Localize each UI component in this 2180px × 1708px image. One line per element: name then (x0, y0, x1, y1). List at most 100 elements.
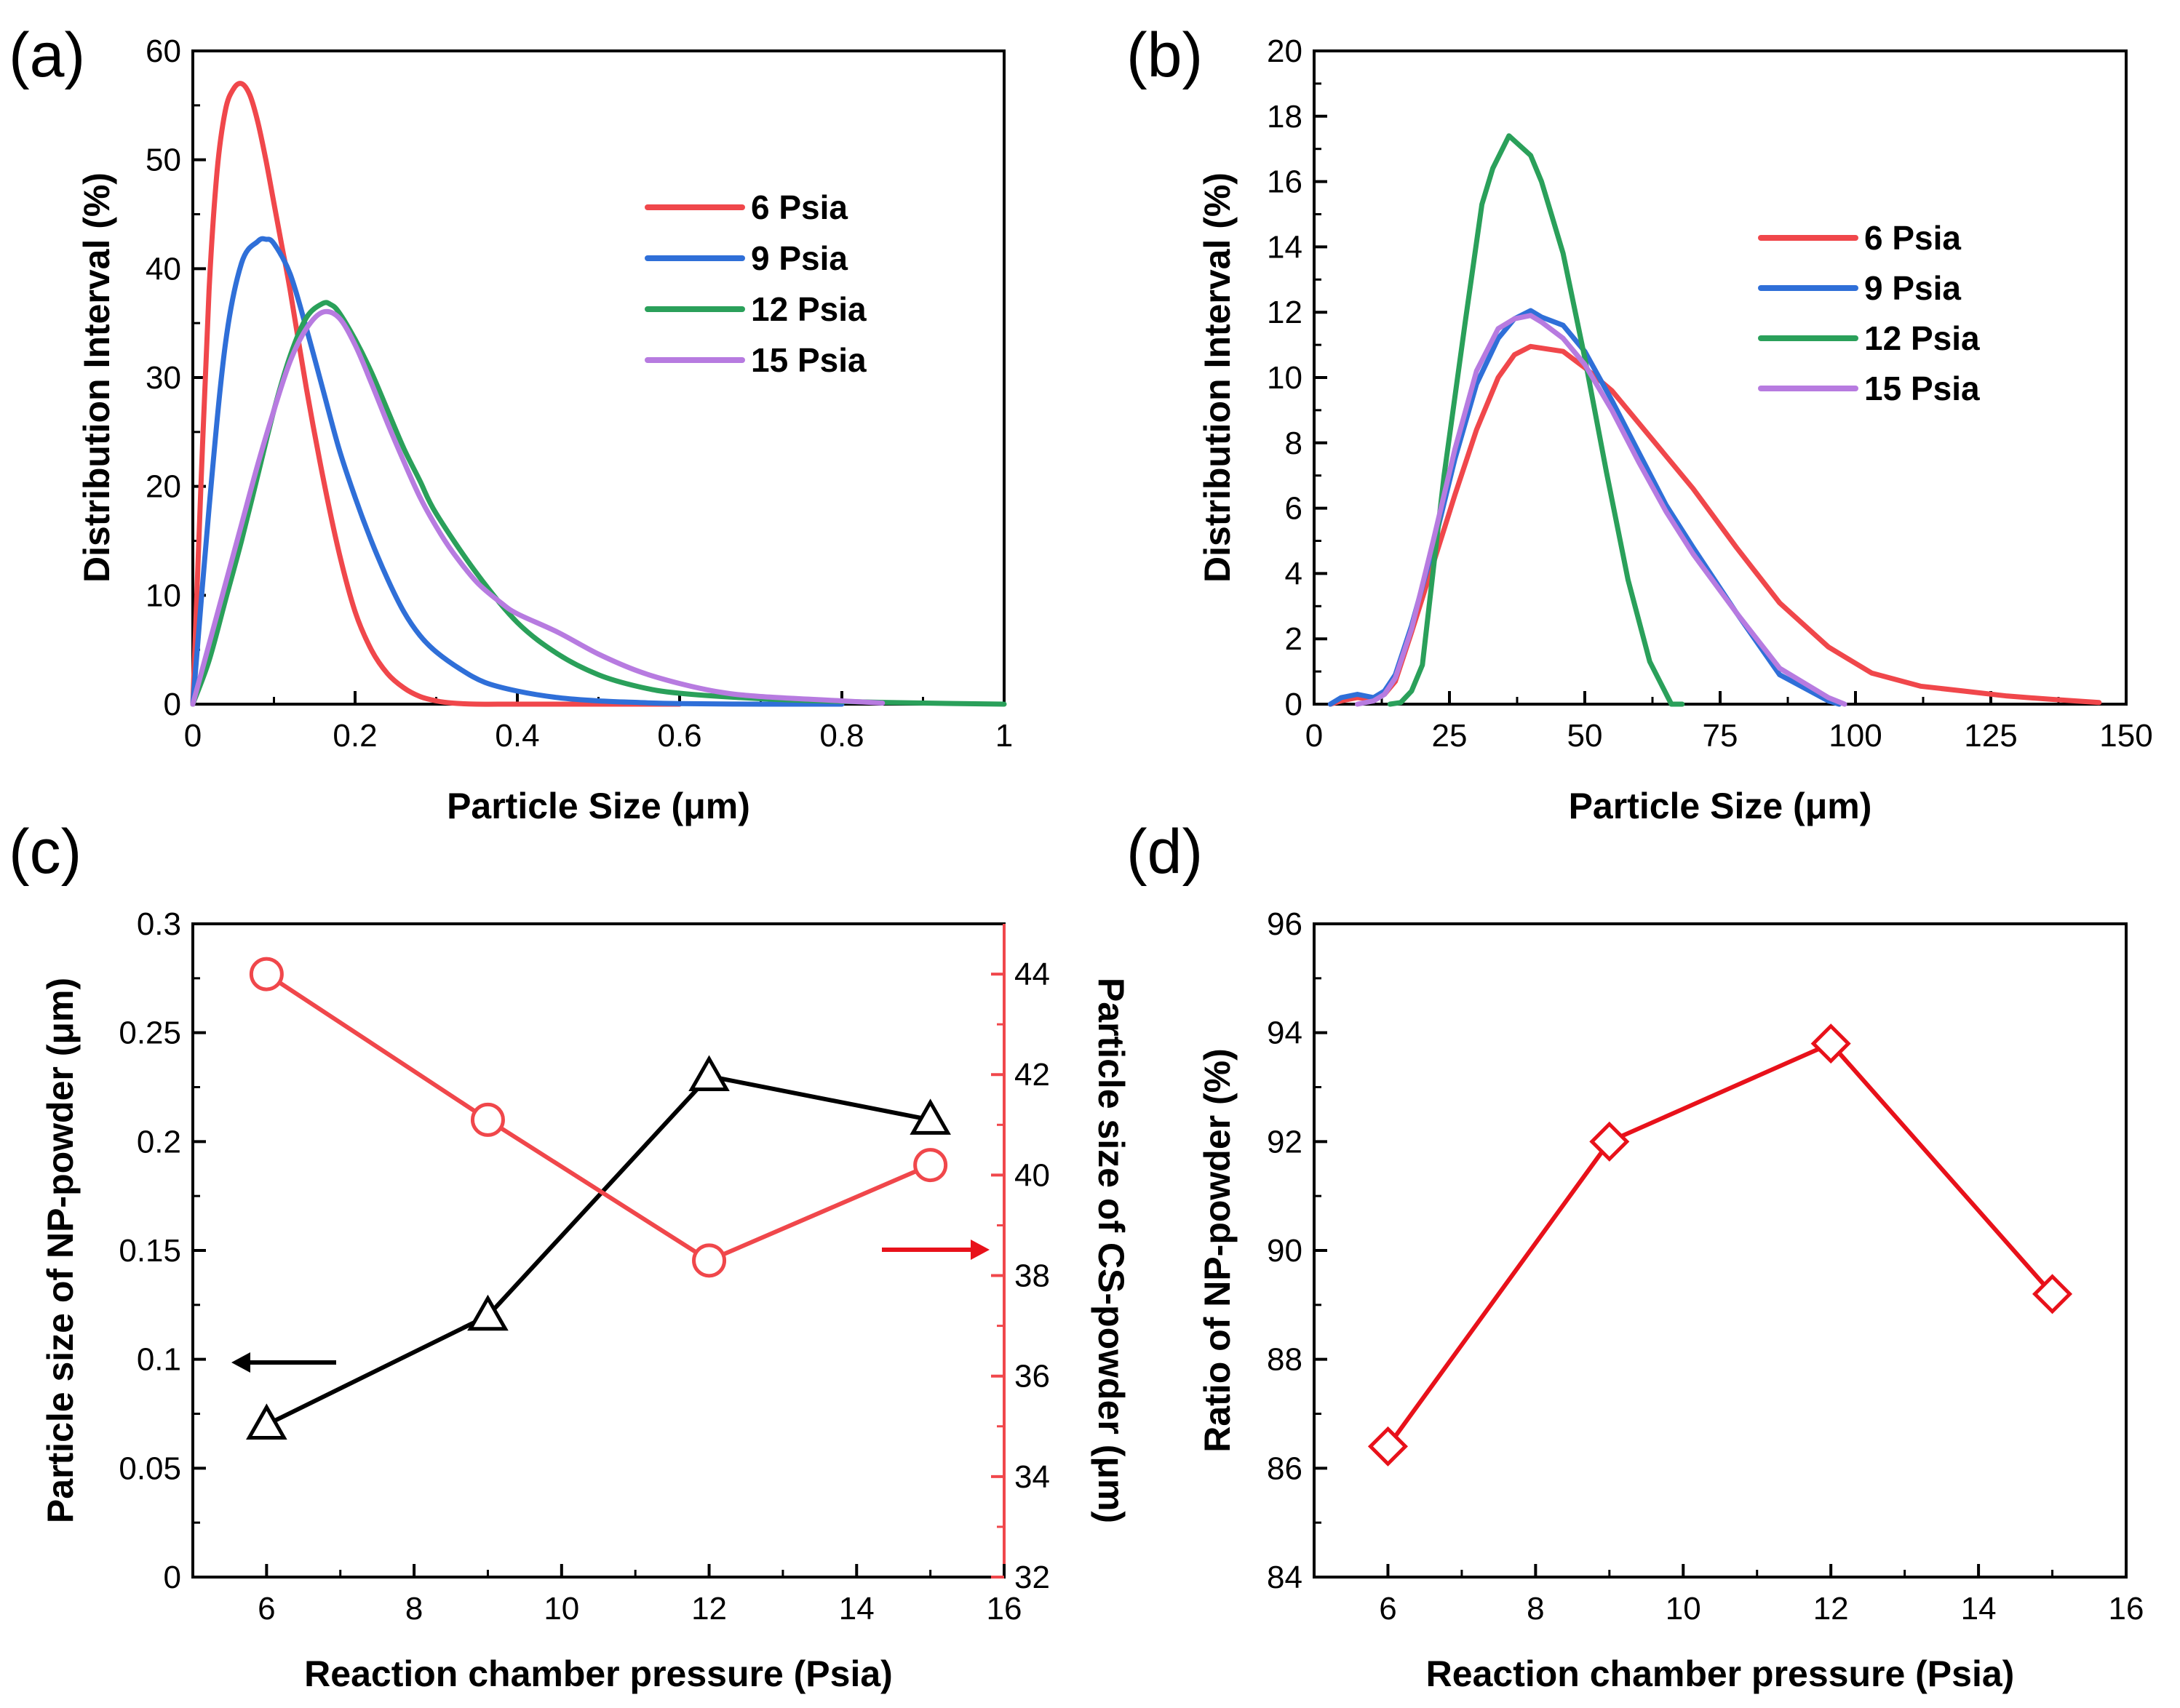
x-tick-label: 100 (1829, 718, 1882, 754)
y-right-tick-label: 32 (1014, 1560, 1050, 1595)
x-tick-label: 25 (1432, 718, 1468, 754)
panel-c: (c) 6 8 10 12 14 16 0 0.05 0.1 0.15 0.2 0.25 0.3 32 34 3… (9, 817, 1131, 1694)
x-tick-label: 6 (258, 1591, 275, 1627)
plot-frame (1313, 922, 2128, 1579)
panel-letter: (c) (9, 817, 81, 887)
y-tick-label: 0.2 (137, 1124, 181, 1160)
series-line-15-psia (1355, 313, 1847, 707)
plot-frame (1313, 49, 2128, 706)
x-tick-label: 10 (544, 1591, 579, 1627)
y-right-axis-title: Particle size of CS-powder (μm) (1091, 978, 1131, 1523)
y-tick-label: 0.25 (119, 1015, 181, 1051)
x-tick-label: 16 (987, 1591, 1022, 1627)
y-axis-title: Ratio of NP-powder (%) (1197, 1048, 1238, 1453)
x-tick-label: 50 (1567, 718, 1603, 754)
data-point-diamond (1367, 1426, 1408, 1466)
x-tick-label: 0.2 (333, 718, 377, 754)
y-tick-label: 0.05 (119, 1450, 181, 1486)
y-tick-label: 84 (1267, 1560, 1302, 1595)
x-tick-label: 0.4 (495, 718, 539, 754)
series-line-9-psia (190, 236, 845, 707)
data-point-diamond (2032, 1274, 2073, 1314)
y-tick-label: 0 (164, 1560, 181, 1595)
series-line-6-psia (190, 81, 683, 707)
y-tick-label: 60 (146, 33, 181, 69)
legend-label: 15 Psia (1864, 370, 1980, 407)
data-point-circle (470, 1102, 505, 1137)
x-tick-label: 8 (1527, 1591, 1544, 1627)
y-axis-title: Distribution Interval (%) (1197, 172, 1238, 583)
panel-letter: (d) (1126, 817, 1203, 887)
y-tick-label: 10 (1267, 360, 1302, 396)
y-tick-label: 18 (1267, 99, 1302, 135)
x-tick-label: 12 (1813, 1591, 1849, 1627)
y-tick-label: 14 (1267, 229, 1302, 265)
y-tick-label: 2 (1285, 621, 1302, 657)
legend-label: 15 Psia (751, 341, 867, 379)
legend-label: 12 Psia (1864, 319, 1980, 357)
data-point-circle (249, 957, 284, 991)
y-tick-label: 92 (1267, 1124, 1302, 1160)
x-axis-title: Reaction chamber pressure (Psia) (1426, 1653, 2015, 1694)
legend-label: 6 Psia (751, 188, 848, 226)
series-line-np-powder (266, 1074, 931, 1427)
y-right-tick-label: 38 (1014, 1258, 1050, 1294)
x-tick-label: 10 (1666, 1591, 1701, 1627)
x-axis-title: Particle Size (μm) (1569, 786, 1872, 826)
series-line-6-psia (1327, 343, 2102, 707)
legend-label: 9 Psia (751, 239, 848, 277)
x-tick-label: 8 (405, 1591, 423, 1627)
x-tick-label: 0.8 (819, 718, 864, 754)
x-tick-label: 0.6 (657, 718, 701, 754)
y-tick-label: 20 (146, 469, 181, 505)
panel-d: (d) 6 8 10 12 14 16 84 86 88 90 92 94 96 Reaction cham… (1126, 817, 2144, 1694)
y-tick-label: 50 (146, 143, 181, 178)
plot-frame (191, 49, 1006, 706)
data-point-triangle (910, 1098, 951, 1135)
y-tick-label: 86 (1267, 1450, 1302, 1486)
x-tick-label: 150 (2099, 718, 2152, 754)
y-right-tick-label: 44 (1014, 957, 1050, 992)
y-axis-title: Distribution Interval (%) (76, 172, 117, 583)
y-tick-label: 90 (1267, 1233, 1302, 1269)
x-tick-label: 0 (1305, 718, 1323, 754)
y-tick-label: 10 (146, 578, 181, 613)
y-tick-label: 16 (1267, 164, 1302, 200)
arrow-left-head (231, 1352, 250, 1373)
arrow-right-head (971, 1240, 990, 1260)
series-line-12-psia (1387, 133, 1685, 707)
data-point-triangle (688, 1055, 730, 1092)
legend-label: 9 Psia (1864, 269, 1961, 307)
x-tick-label: 16 (2109, 1591, 2144, 1627)
panel-letter: (b) (1126, 20, 1203, 90)
y-right-tick-label: 34 (1014, 1459, 1050, 1495)
x-tick-label: 0 (184, 718, 202, 754)
y-right-tick-label: 42 (1014, 1057, 1050, 1093)
series-line-12-psia (190, 300, 1007, 707)
y-tick-label: 12 (1267, 295, 1302, 330)
y-tick-label: 4 (1285, 556, 1302, 591)
data-point-circle (692, 1243, 727, 1278)
x-tick-label: 14 (839, 1591, 875, 1627)
x-axis-title: Particle Size (μm) (447, 786, 750, 826)
y-tick-label: 88 (1267, 1342, 1302, 1378)
panel-b: (b) 0 25 50 75 100 125 150 0 2 4 6 8 10 12 14 16 18 20 Part… (1126, 20, 2153, 826)
y-tick-label: 0.1 (137, 1342, 181, 1378)
y-tick-label: 96 (1267, 906, 1302, 942)
x-tick-label: 12 (691, 1591, 727, 1627)
data-point-triangle (246, 1403, 287, 1440)
data-point-circle (913, 1148, 948, 1183)
data-point-triangle (467, 1294, 509, 1331)
series-line-15-psia (190, 308, 886, 707)
y-right-tick-label: 40 (1014, 1157, 1050, 1193)
x-tick-label: 14 (1961, 1591, 1997, 1627)
y-tick-label: 20 (1267, 33, 1302, 69)
legend-label: 6 Psia (1864, 219, 1961, 257)
y-tick-label: 0 (164, 687, 181, 722)
x-tick-label: 1 (995, 718, 1013, 754)
y-tick-label: 6 (1285, 491, 1302, 527)
legend-label: 12 Psia (751, 290, 867, 328)
panel-letter: (a) (9, 20, 85, 90)
